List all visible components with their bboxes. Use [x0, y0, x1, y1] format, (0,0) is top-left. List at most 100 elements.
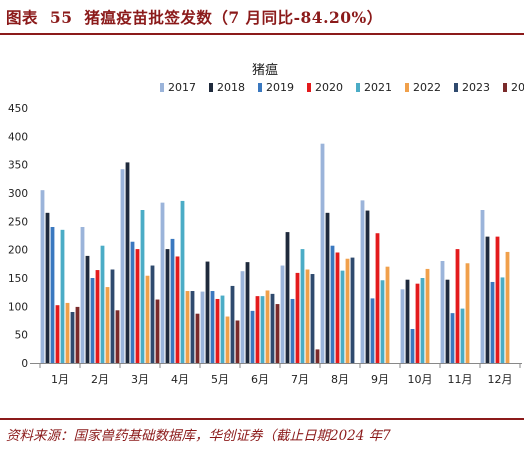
bar-2018-9: [365, 210, 370, 363]
bar-2021-10: [420, 278, 425, 363]
bar-2022-9: [385, 266, 390, 363]
legend-swatch-2017: [160, 83, 164, 92]
y-tick-label: 50: [15, 330, 28, 342]
bar-2022-8: [345, 258, 350, 363]
y-tick-label: 400: [8, 131, 28, 143]
bar-2022-6: [265, 290, 270, 363]
header-divider: [0, 33, 524, 35]
bar-2021-8: [340, 270, 345, 363]
y-tick-label: 150: [8, 273, 28, 285]
bar-2023-4: [190, 291, 195, 363]
legend-swatch-2024: [503, 83, 507, 92]
bar-2017-4: [160, 202, 165, 363]
x-axis: 1月 2月 3月 4月 5月 6月 7月 8月 9月 10月 11月 12月: [30, 363, 522, 386]
bar-2022-11: [465, 263, 470, 363]
bar-2023-6: [270, 293, 275, 363]
bar-2023-8: [350, 257, 355, 363]
bar-2019-7: [290, 298, 295, 363]
bar-2021-12: [500, 277, 505, 363]
bar-2019-8: [330, 245, 335, 363]
bar-2019-5: [210, 291, 215, 363]
x-tick-label: 6月: [251, 373, 269, 386]
legend-swatch-2018: [209, 83, 213, 92]
bar-2017-2: [80, 227, 85, 363]
bar-2021-1: [60, 229, 65, 363]
legend-label-2019: 2019: [266, 81, 294, 94]
bar-2023-1: [70, 312, 75, 363]
legend-label-2021: 2021: [364, 81, 392, 94]
bar-2018-1: [45, 212, 50, 363]
bar-2022-12: [505, 251, 510, 363]
bar-2022-2: [105, 287, 110, 363]
bar-2018-10: [405, 279, 410, 363]
bar-2018-11: [445, 279, 450, 363]
bar-2021-5: [220, 295, 225, 363]
bar-2020-1: [55, 305, 60, 363]
x-tick-label: 9月: [371, 373, 389, 386]
bar-2024-2: [115, 310, 120, 363]
bar-2023-7: [310, 274, 315, 363]
bar-2020-7: [295, 272, 300, 363]
legend-swatch-2021: [356, 83, 360, 92]
bar-2017-3: [120, 169, 125, 363]
x-tick-label: 12月: [488, 373, 513, 386]
y-tick-label: 450: [8, 103, 28, 115]
chart-legend: 2017 2018 2019 2020 2021 2022 2023 2024: [160, 81, 524, 94]
bar-2020-4: [175, 256, 180, 363]
bar-chart: 猪瘟 2017 2018 2019 2020 2021 2022 2023 2024 0 50 1…: [8, 62, 524, 386]
y-tick-label: 250: [8, 216, 28, 228]
legend-label-2020: 2020: [315, 81, 343, 94]
bar-2020-6: [255, 296, 260, 363]
bar-2017-5: [200, 291, 205, 363]
bar-2020-3: [135, 249, 140, 363]
bar-2024-1: [75, 306, 80, 363]
bar-2018-8: [325, 212, 330, 363]
legend-label-2022: 2022: [413, 81, 441, 94]
bar-2022-7: [305, 269, 310, 363]
footer-divider: [0, 418, 524, 420]
x-tick-label: 5月: [211, 373, 229, 386]
legend-swatch-2019: [258, 83, 262, 92]
x-tick-label: 8月: [331, 373, 349, 386]
bar-2018-7: [285, 232, 290, 363]
y-tick-label: 0: [21, 358, 28, 370]
bar-2017-9: [360, 200, 365, 363]
bar-2020-5: [215, 298, 220, 363]
bar-2019-9: [370, 298, 375, 363]
bar-2018-3: [125, 162, 130, 363]
bar-2018-5: [205, 261, 210, 363]
legend-swatch-2020: [307, 83, 311, 92]
bar-2017-1: [40, 190, 45, 363]
legend-swatch-2022: [405, 83, 409, 92]
x-tick-label: 3月: [131, 373, 149, 386]
y-tick-label: 350: [8, 160, 28, 172]
bar-2017-11: [440, 261, 445, 363]
bar-2024-4: [195, 313, 200, 363]
y-tick-label: 100: [8, 301, 28, 313]
bar-2022-1: [65, 302, 70, 363]
bar-2021-6: [260, 296, 265, 363]
bar-2019-6: [250, 310, 255, 363]
bar-2020-9: [375, 233, 380, 363]
bar-2023-3: [150, 265, 155, 363]
bar-2017-8: [320, 143, 325, 363]
bars: [40, 143, 510, 363]
legend-swatch-2023: [454, 83, 458, 92]
bar-2018-12: [485, 236, 490, 363]
figure-label: 图表: [6, 8, 39, 27]
bar-2017-6: [240, 271, 245, 363]
legend-label-2017: 2017: [168, 81, 196, 94]
bar-2020-12: [495, 236, 500, 363]
bar-2019-2: [90, 278, 95, 363]
bar-2021-2: [100, 245, 105, 363]
bar-2024-3: [155, 299, 160, 363]
bar-2021-4: [180, 200, 185, 363]
bar-2019-12: [490, 281, 495, 363]
bar-2024-5: [235, 320, 240, 363]
bar-2019-10: [410, 329, 415, 363]
bar-2021-11: [460, 308, 465, 363]
bar-2019-1: [50, 227, 55, 363]
x-tick-label: 10月: [408, 373, 433, 386]
bar-2021-3: [140, 210, 145, 363]
bar-2022-10: [425, 268, 430, 363]
